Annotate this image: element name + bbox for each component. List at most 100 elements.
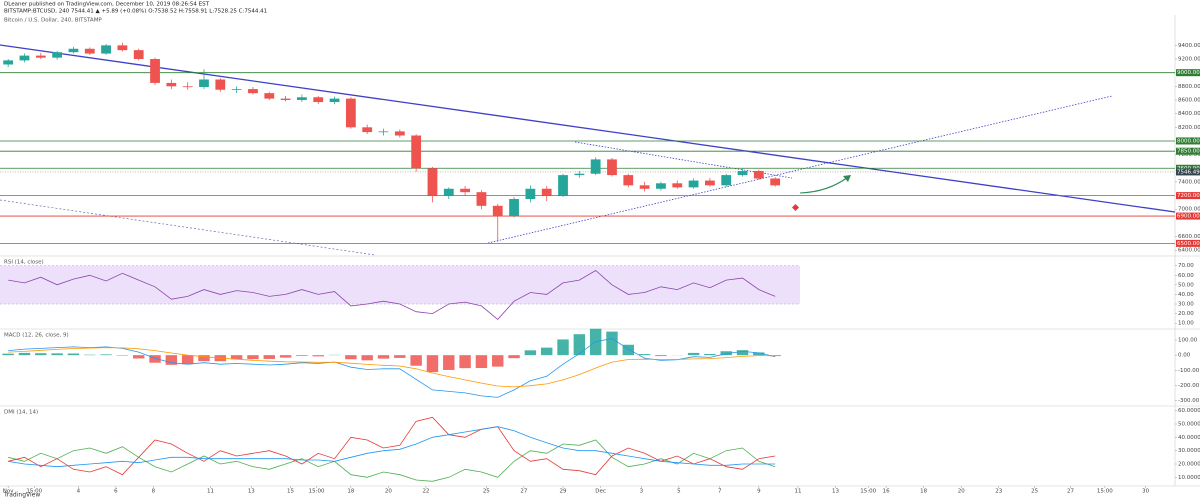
candle-body [362,127,373,133]
candle-body [166,82,177,87]
histogram-bar [540,347,553,356]
x-tick-label: 9 [757,489,761,495]
y-tick-label: 30.00 [1178,302,1194,308]
y-tick-label: 9400.00 [1178,43,1200,49]
candle-body [345,98,356,128]
x-tick-label: 15:00 [309,489,325,495]
histogram-bar [606,331,618,356]
series-line [8,439,776,482]
candle-body [19,55,30,61]
level-label-bg [1176,69,1200,77]
histogram-bar [51,353,63,356]
marker [791,203,800,212]
series-line [8,416,776,476]
x-tick-label: 18 [347,489,354,495]
y-tick-label: 8400.00 [1178,111,1200,117]
y-tick-label: 40.0000 [1178,435,1200,441]
candle-body [35,55,46,58]
x-tick-label: 23 [995,489,1002,495]
histogram-bar [2,353,14,356]
histogram-bar [247,355,259,360]
candle-body [753,171,764,179]
histogram-bar [524,350,537,356]
histogram-bar [18,352,31,356]
x-tick-label: 22 [422,489,429,495]
histogram-bar [361,355,373,361]
y-tick-label: 60.0000 [1178,408,1200,414]
x-tick-label: 20 [385,489,392,495]
level-label: 7200.00 [1177,193,1200,199]
x-tick-label: 15:00 [1097,489,1113,495]
candle-body [394,131,405,136]
candle-body [150,59,160,83]
candle-body [558,175,568,196]
x-tick-label: 13 [832,489,839,495]
candle-body [590,159,601,174]
candle-body [182,86,193,88]
x-tick-label: 3 [640,489,644,495]
level-label: 6900.00 [1177,214,1200,220]
histogram-bar [133,355,145,359]
candle-body [199,79,209,88]
candle-body [264,93,275,99]
x-tick-label: Dec [595,489,606,495]
histogram-bar [377,355,390,359]
candle-body [231,89,242,90]
histogram-bar [475,355,488,368]
level-label: 9000.00 [1177,70,1200,76]
histogram-bar [165,355,178,365]
y-tick-label: 7800.00 [1178,152,1200,158]
y-tick-label: -300.00 [1178,398,1200,404]
level-label-bg [1176,192,1200,200]
x-tick-label: 8 [152,489,156,495]
histogram-bar [100,354,112,356]
y-tick-label: 9200.00 [1178,57,1200,63]
level-label-bg [1176,164,1200,172]
y-tick-label: 50.00 [1178,282,1194,288]
x-tick-label: 25 [1031,489,1038,495]
x-tick-label: 15 [287,489,294,495]
candle-body [84,48,95,54]
x-tick-label: 13 [248,489,255,495]
series-line [8,347,776,388]
histogram-bar [230,355,243,360]
candle-body [623,175,634,186]
candle-body [248,89,258,94]
trendline [0,44,1176,213]
candle-body [672,183,683,188]
candle-body [378,131,389,133]
x-tick-label: 15:00 [26,489,42,495]
level-label-bg [1176,212,1200,220]
y-tick-label: 8600.00 [1178,97,1200,103]
level-label-bg [1176,137,1200,145]
y-tick-label: 7000.00 [1178,207,1200,213]
pane-title: Bitcoin / U.S. Dollar, 240, BITSTAMP [4,18,102,24]
x-tick-label: 11 [207,489,214,495]
last-price-label: 7546.49 [1177,169,1200,175]
histogram-bar [508,355,520,359]
histogram-bar [736,350,749,356]
y-tick-label: -100.00 [1178,368,1200,374]
pane-title: DMI (14, 14) [4,410,38,416]
pane-title: RSI (14, close) [4,260,44,266]
level-label: 8000.00 [1177,138,1200,144]
candle-body [215,79,226,90]
histogram-bar [312,355,324,357]
y-tick-label: 50.0000 [1178,422,1200,428]
symbol-line: BITSTAMP:BTCUSD, 240 7544.41 ▲ +5.89 (+0… [4,9,267,15]
histogram-bar [198,355,210,362]
histogram-bar [753,352,765,356]
candle-body [443,188,454,196]
histogram-bar [622,344,635,356]
histogram-bar [394,355,406,358]
projection-arrow [799,176,849,194]
trendline-dotted [0,199,376,256]
candle-body [541,188,552,196]
candle-body [509,199,519,217]
level-label: 7850.00 [1177,149,1200,155]
histogram-bar [426,355,439,373]
candle-body [117,45,128,51]
candle-body [297,97,307,100]
